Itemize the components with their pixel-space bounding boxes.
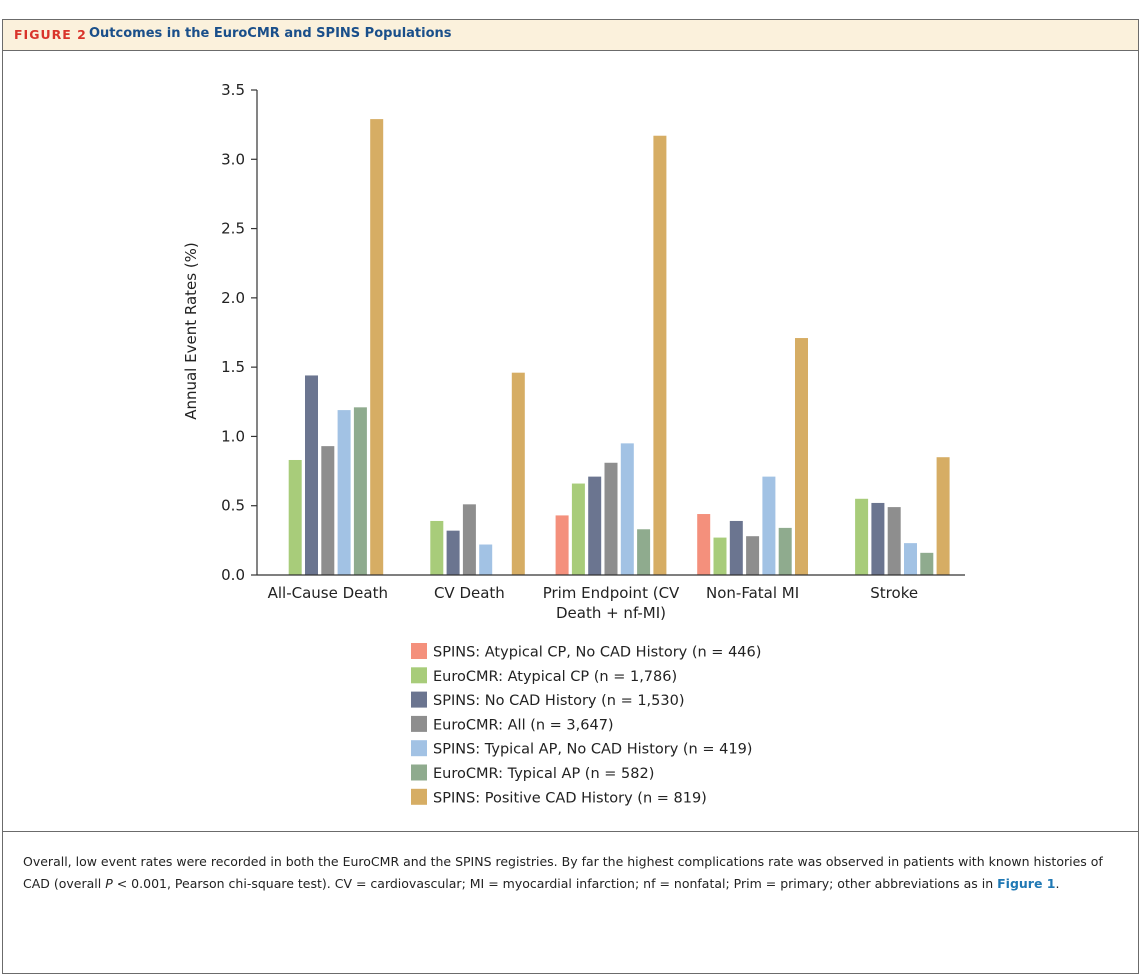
bar xyxy=(637,529,651,575)
bar xyxy=(620,443,634,575)
figure-1-link[interactable]: Figure 1 xyxy=(997,876,1056,891)
bar xyxy=(353,407,367,575)
caption-divider xyxy=(3,831,1138,832)
bar xyxy=(855,498,869,575)
x-tick-label: CV Death xyxy=(434,584,505,602)
figure-title: Outcomes in the EuroCMR and SPINS Popula… xyxy=(89,26,452,41)
caption-p-symbol: P xyxy=(105,876,113,891)
x-tick-label: All-Cause Death xyxy=(268,584,388,602)
y-tick-label: 2.0 xyxy=(221,289,245,307)
bars xyxy=(288,119,950,575)
legend-swatch xyxy=(411,691,427,708)
y-tick-label: 3.0 xyxy=(221,150,245,168)
y-tick-label: 2.5 xyxy=(221,220,245,238)
legend-swatch xyxy=(411,715,427,732)
bar xyxy=(729,520,743,575)
bar xyxy=(653,135,667,575)
figure-header: FIGURE 2 Outcomes in the EuroCMR and SPI… xyxy=(3,20,1138,51)
legend-label: SPINS: Positive CAD History (n = 819) xyxy=(433,790,707,806)
bar xyxy=(920,552,934,575)
bar xyxy=(555,515,569,575)
bar xyxy=(430,520,444,575)
y-tick-label: 1.0 xyxy=(221,427,245,445)
y-tick-label: 0.5 xyxy=(221,497,245,515)
legend-swatch xyxy=(411,788,427,805)
x-tick-label: Prim Endpoint (CV xyxy=(543,584,680,602)
bar xyxy=(713,537,727,575)
legend: SPINS: Atypical CP, No CAD History (n = … xyxy=(411,643,761,806)
legend-swatch xyxy=(411,740,427,757)
legend-label: EuroCMR: Atypical CP (n = 1,786) xyxy=(433,669,677,685)
bar xyxy=(370,119,384,575)
legend-swatch xyxy=(411,667,427,684)
y-tick-label: 0.0 xyxy=(221,566,245,584)
y-axis-title: Annual Event Rates (%) xyxy=(182,242,200,420)
legend-label: EuroCMR: All (n = 3,647) xyxy=(433,717,614,733)
bar xyxy=(511,372,525,575)
bar xyxy=(746,536,760,575)
bar xyxy=(462,504,476,575)
bar xyxy=(904,543,917,575)
x-axis: All-Cause Death CV Death Prim Endpoint (CV… xyxy=(257,574,965,622)
caption-text-2: < 0.001, Pearson chi-square test). CV = … xyxy=(112,876,998,891)
bar xyxy=(936,457,950,575)
bar xyxy=(887,507,901,575)
legend-swatch xyxy=(411,643,427,659)
legend-label: EuroCMR: Typical AP (n = 582) xyxy=(433,766,654,782)
x-tick-label: Non-Fatal MI xyxy=(706,584,799,602)
bar xyxy=(697,514,711,575)
figure-label: FIGURE 2 xyxy=(14,27,87,42)
bar xyxy=(778,527,792,575)
bar xyxy=(571,483,585,575)
y-tick-label: 1.5 xyxy=(221,358,245,376)
bar xyxy=(795,338,808,575)
figure-caption: Overall, low event rates were recorded i… xyxy=(23,851,1123,895)
bar xyxy=(588,476,602,575)
bar xyxy=(321,446,335,575)
caption-text-1: Overall, low event rates were recorded i… xyxy=(23,854,1103,891)
bar xyxy=(446,530,460,575)
bar xyxy=(871,502,885,575)
bar xyxy=(288,459,302,575)
bar-chart: 0.0 0.5 1.0 1.5 2.0 2.5 3.0 3.5 All-Cause Death… xyxy=(182,81,965,806)
caption-text-3: . xyxy=(1055,876,1060,891)
legend-label: SPINS: No CAD History (n = 1,530) xyxy=(433,693,685,709)
bar xyxy=(305,375,318,575)
legend-swatch xyxy=(411,764,427,781)
legend-label: SPINS: Typical AP, No CAD History (n = 4… xyxy=(433,742,752,758)
bar xyxy=(337,410,351,575)
x-tick-label: Death + nf-MI) xyxy=(556,604,666,622)
y-axis: 0.0 0.5 1.0 1.5 2.0 2.5 3.0 3.5 xyxy=(221,81,258,584)
bar xyxy=(479,544,493,575)
y-tick-label: 3.5 xyxy=(221,81,245,99)
bar xyxy=(762,476,776,575)
x-tick-label: Stroke xyxy=(870,584,918,602)
legend-label: SPINS: Atypical CP, No CAD History (n = … xyxy=(433,645,761,661)
bar xyxy=(604,462,618,575)
